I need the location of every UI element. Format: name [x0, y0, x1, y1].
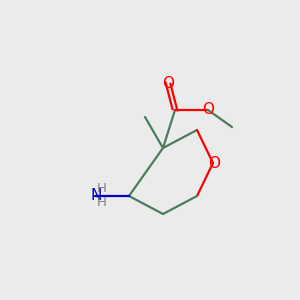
Text: O: O [208, 155, 220, 170]
Text: H: H [97, 182, 107, 196]
Text: O: O [202, 101, 214, 116]
Text: N: N [90, 188, 102, 203]
Text: H: H [97, 196, 107, 209]
Text: O: O [162, 76, 174, 91]
